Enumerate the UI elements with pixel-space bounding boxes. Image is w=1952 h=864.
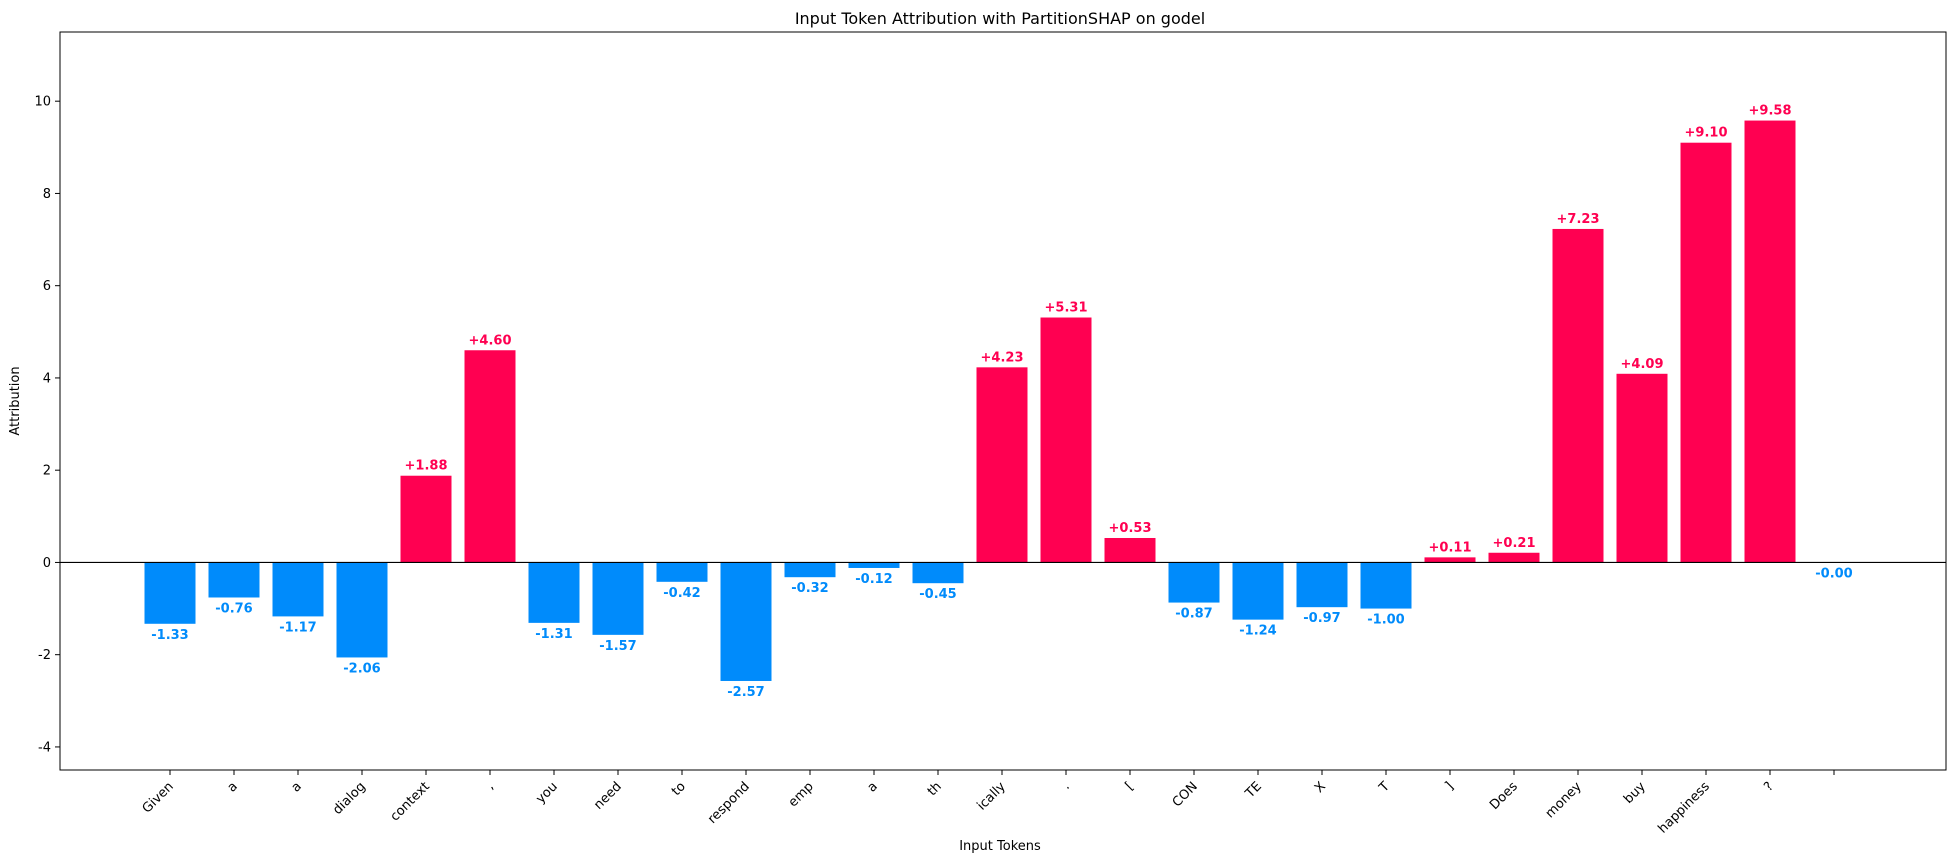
data-label: -0.00: [1815, 566, 1852, 581]
bar: [1616, 373, 1668, 563]
x-tick-label: need: [591, 779, 625, 813]
x-tick-label: dialog: [330, 779, 369, 818]
x-tick-label: emp: [786, 779, 817, 810]
x-tick-label: a: [865, 779, 881, 795]
bar: [720, 562, 772, 681]
bar: [1296, 562, 1348, 608]
data-label: +0.11: [1429, 540, 1472, 555]
x-tick-label: a: [289, 779, 305, 795]
data-label: -1.31: [535, 627, 572, 642]
bar: [1168, 562, 1220, 603]
data-label: -0.97: [1303, 611, 1340, 626]
data-label: -0.76: [215, 601, 252, 616]
bar: [208, 562, 260, 598]
y-tick-label: 8: [43, 187, 51, 202]
bar: [1424, 557, 1476, 563]
value-labels-group: -1.33 -0.76 -1.17 -2.06 +1.88 +4.60 -1.31 -1.57…: [151, 104, 1852, 700]
x-tick-label: TE: [1242, 779, 1265, 802]
bar: [1104, 537, 1156, 563]
bar: [656, 562, 708, 582]
data-label: +1.88: [405, 459, 448, 474]
x-tick-label: you: [533, 779, 560, 806]
bar: [1040, 317, 1092, 563]
x-tick-label: ?: [1761, 779, 1776, 794]
bar: [848, 562, 900, 568]
bar: [336, 562, 388, 658]
bar: [144, 562, 196, 624]
bar: [1232, 562, 1284, 620]
data-label: -0.32: [791, 581, 828, 596]
x-tick-label: .: [1059, 779, 1073, 793]
x-tick-label: Does: [1487, 779, 1521, 813]
y-axis-label: Attribution: [8, 366, 23, 435]
bar: [1488, 552, 1540, 563]
chart-title: Input Token Attribution with PartitionSH…: [795, 9, 1205, 28]
x-axis: Given a a dialog context, you need to respond emp…: [140, 770, 1835, 837]
bar: [592, 562, 644, 635]
y-tick-label: 0: [43, 556, 51, 571]
bar: [400, 475, 452, 563]
data-label: +9.58: [1749, 104, 1792, 119]
plot-area: [59, 31, 1947, 771]
data-label: -0.87: [1175, 607, 1212, 622]
x-tick-label: buy: [1621, 779, 1649, 807]
data-label: +7.23: [1557, 212, 1600, 227]
y-tick-label: -2: [38, 648, 51, 663]
data-label: -1.17: [279, 620, 316, 635]
bar: [1680, 142, 1732, 563]
x-tick-label: ically: [974, 779, 1009, 814]
data-label: +9.10: [1685, 126, 1728, 141]
x-tick-label: context: [388, 779, 433, 824]
data-label: -0.12: [855, 572, 892, 587]
x-tick-label: ,: [483, 779, 497, 793]
x-tick-label: a: [225, 779, 241, 795]
bar: [912, 562, 964, 584]
data-label: -2.57: [727, 685, 764, 700]
x-tick-label: money: [1543, 779, 1585, 821]
data-label: +5.31: [1045, 301, 1088, 316]
y-tick-label: 2: [43, 464, 51, 479]
bar: [784, 562, 836, 578]
data-label: -1.00: [1367, 613, 1404, 628]
data-label: -1.57: [599, 639, 636, 654]
bar: [464, 350, 516, 563]
data-label: +0.53: [1109, 521, 1152, 536]
x-tick-label: CON: [1170, 779, 1201, 810]
data-label: -0.42: [663, 586, 700, 601]
data-label: +4.09: [1621, 357, 1664, 372]
y-tick-label: 6: [43, 279, 51, 294]
data-label: -1.24: [1239, 624, 1276, 639]
bar: [272, 562, 324, 617]
x-tick-label: X: [1312, 779, 1329, 796]
y-tick-label: 10: [34, 95, 51, 110]
bar: [1360, 562, 1412, 609]
x-tick-label: respond: [705, 779, 753, 827]
x-tick-label: T: [1376, 779, 1393, 796]
data-label: +0.21: [1493, 536, 1536, 551]
x-tick-label: [: [1123, 779, 1137, 793]
data-label: +4.60: [469, 333, 512, 348]
bar: [1744, 120, 1796, 563]
bar: [976, 367, 1028, 563]
x-tick-label: Given: [140, 779, 177, 816]
y-axis: -4 -2 0 2 4 6 8 10: [34, 95, 60, 755]
bars-group: [144, 120, 1796, 681]
data-label: -2.06: [343, 661, 380, 676]
data-label: -0.45: [919, 587, 956, 602]
x-axis-label: Input Tokens: [959, 839, 1041, 854]
bar: [1552, 228, 1604, 563]
bar: [528, 562, 580, 623]
x-tick-label: th: [925, 779, 945, 799]
data-label: +4.23: [981, 350, 1024, 365]
x-tick-label: happiness: [1655, 779, 1713, 837]
y-tick-label: 4: [43, 371, 51, 386]
data-label: -1.33: [151, 628, 188, 643]
x-tick-label: to: [669, 779, 689, 799]
y-tick-label: -4: [38, 740, 51, 755]
x-tick-label: ]: [1443, 779, 1457, 793]
